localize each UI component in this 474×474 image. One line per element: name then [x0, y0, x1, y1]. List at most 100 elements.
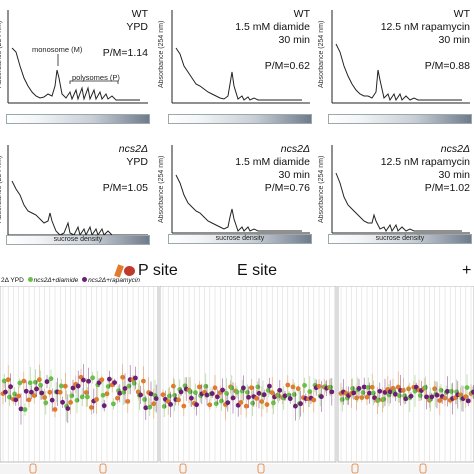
data-point: [369, 384, 375, 390]
data-point: [38, 382, 43, 388]
data-point: [319, 394, 324, 400]
data-point: [215, 394, 220, 400]
legend: 2Δ YPD ncs2Δ+diamide ncs2Δ+rapamycin: [0, 277, 140, 284]
data-point: [34, 386, 39, 392]
data-point: [437, 398, 443, 403]
data-point: [406, 386, 411, 392]
data-point: [316, 383, 322, 389]
condition-label: 1.5 mM diamide: [235, 21, 310, 33]
data-point: [212, 385, 218, 391]
pencil-icon: [114, 264, 124, 278]
time-label: 30 min: [278, 34, 310, 46]
condition-label: 12.5 nM rapamycin: [380, 156, 470, 168]
data-point: [311, 397, 317, 403]
data-point: [122, 386, 128, 391]
condition-label: 12.5 nM rapamycin: [380, 21, 470, 33]
data-point: [178, 389, 184, 395]
data-point: [94, 397, 99, 402]
profile-panel-ncs2-diamide: Absorbance (254 nm) ncs2Δ 1.5 mM diamide…: [158, 135, 312, 247]
data-point: [367, 390, 372, 396]
data-point: [100, 392, 106, 398]
data-point: [351, 390, 357, 396]
data-point: [381, 396, 387, 402]
annotation-brackets: [57, 54, 119, 84]
data-point: [161, 404, 167, 409]
data-point: [256, 390, 262, 396]
data-point: [22, 407, 28, 412]
data-point: [52, 407, 58, 412]
data-point: [213, 401, 219, 407]
data-point: [282, 393, 288, 399]
data-point: [417, 393, 423, 398]
polysomes-label: polysomes (P): [72, 73, 120, 82]
panel-text: ncs2Δ YPD P/M=1.05: [103, 143, 148, 195]
data-point: [287, 396, 293, 402]
condition-label: 1.5 mM diamide: [235, 156, 310, 168]
data-point: [3, 389, 8, 395]
data-point: [429, 394, 435, 400]
sucrose-density-bar: sucrose density: [328, 234, 472, 244]
sucrose-density-bar: sucrose density: [6, 235, 150, 245]
highlighted-codon: [179, 463, 187, 474]
pm-ratio: P/M=0.62: [264, 60, 310, 72]
site-panel-frame: [0, 286, 159, 463]
plus-site-title: +: [462, 262, 472, 279]
highlighted-codon: [99, 463, 107, 474]
data-point: [176, 397, 182, 403]
data-point: [395, 384, 401, 390]
data-point: [234, 389, 240, 395]
time-label: 30 min: [438, 169, 470, 181]
data-point: [390, 385, 396, 391]
data-point: [350, 386, 355, 391]
strain-label: ncs2Δ: [440, 143, 470, 155]
data-point: [16, 393, 21, 399]
data-point: [203, 383, 209, 389]
site-panel-frame: [159, 286, 337, 463]
data-point: [47, 389, 53, 395]
data-point: [295, 386, 301, 392]
polysome-trace: [331, 10, 470, 104]
data-point: [465, 398, 471, 404]
highlighted-codon: [419, 463, 427, 474]
data-point: [59, 383, 64, 389]
data-point: [403, 396, 409, 402]
data-point: [264, 402, 270, 407]
data-point: [401, 387, 406, 393]
data-point: [21, 378, 27, 384]
data-point: [168, 402, 174, 407]
polysome-trace: [331, 145, 470, 234]
data-point: [5, 377, 11, 383]
data-point: [269, 390, 275, 396]
highlighted-codon: [351, 463, 359, 474]
data-point: [43, 400, 49, 406]
polysome-trace: [171, 10, 310, 104]
highlighted-codon: [29, 463, 37, 474]
data-point: [197, 384, 202, 390]
data-point: [37, 377, 42, 383]
profile-panel-ncs2-ypd: Absorbance (254 nm) ncs2Δ YPD P/M=1.05 s…: [0, 135, 150, 247]
time-label: 30 min: [278, 169, 310, 181]
data-point: [107, 376, 112, 382]
data-point: [131, 380, 137, 386]
data-point: [125, 398, 131, 404]
data-point: [230, 395, 236, 401]
pm-ratio: P/M=0.76: [264, 182, 310, 194]
data-point: [23, 388, 29, 394]
data-point: [293, 403, 298, 409]
data-point: [328, 384, 333, 390]
data-point: [302, 383, 307, 388]
data-point: [99, 377, 105, 383]
data-point: [13, 397, 19, 403]
data-point: [442, 395, 448, 401]
data-point: [224, 391, 230, 396]
data-point: [148, 391, 154, 397]
data-point: [26, 397, 32, 403]
data-point: [31, 393, 37, 398]
data-point: [8, 384, 14, 390]
data-point: [69, 393, 75, 399]
data-point: [424, 394, 429, 400]
data-point: [142, 397, 148, 402]
data-point: [204, 392, 210, 398]
sucrose-density-bar: [328, 114, 472, 124]
legend-swatch-diamide: [27, 277, 33, 282]
